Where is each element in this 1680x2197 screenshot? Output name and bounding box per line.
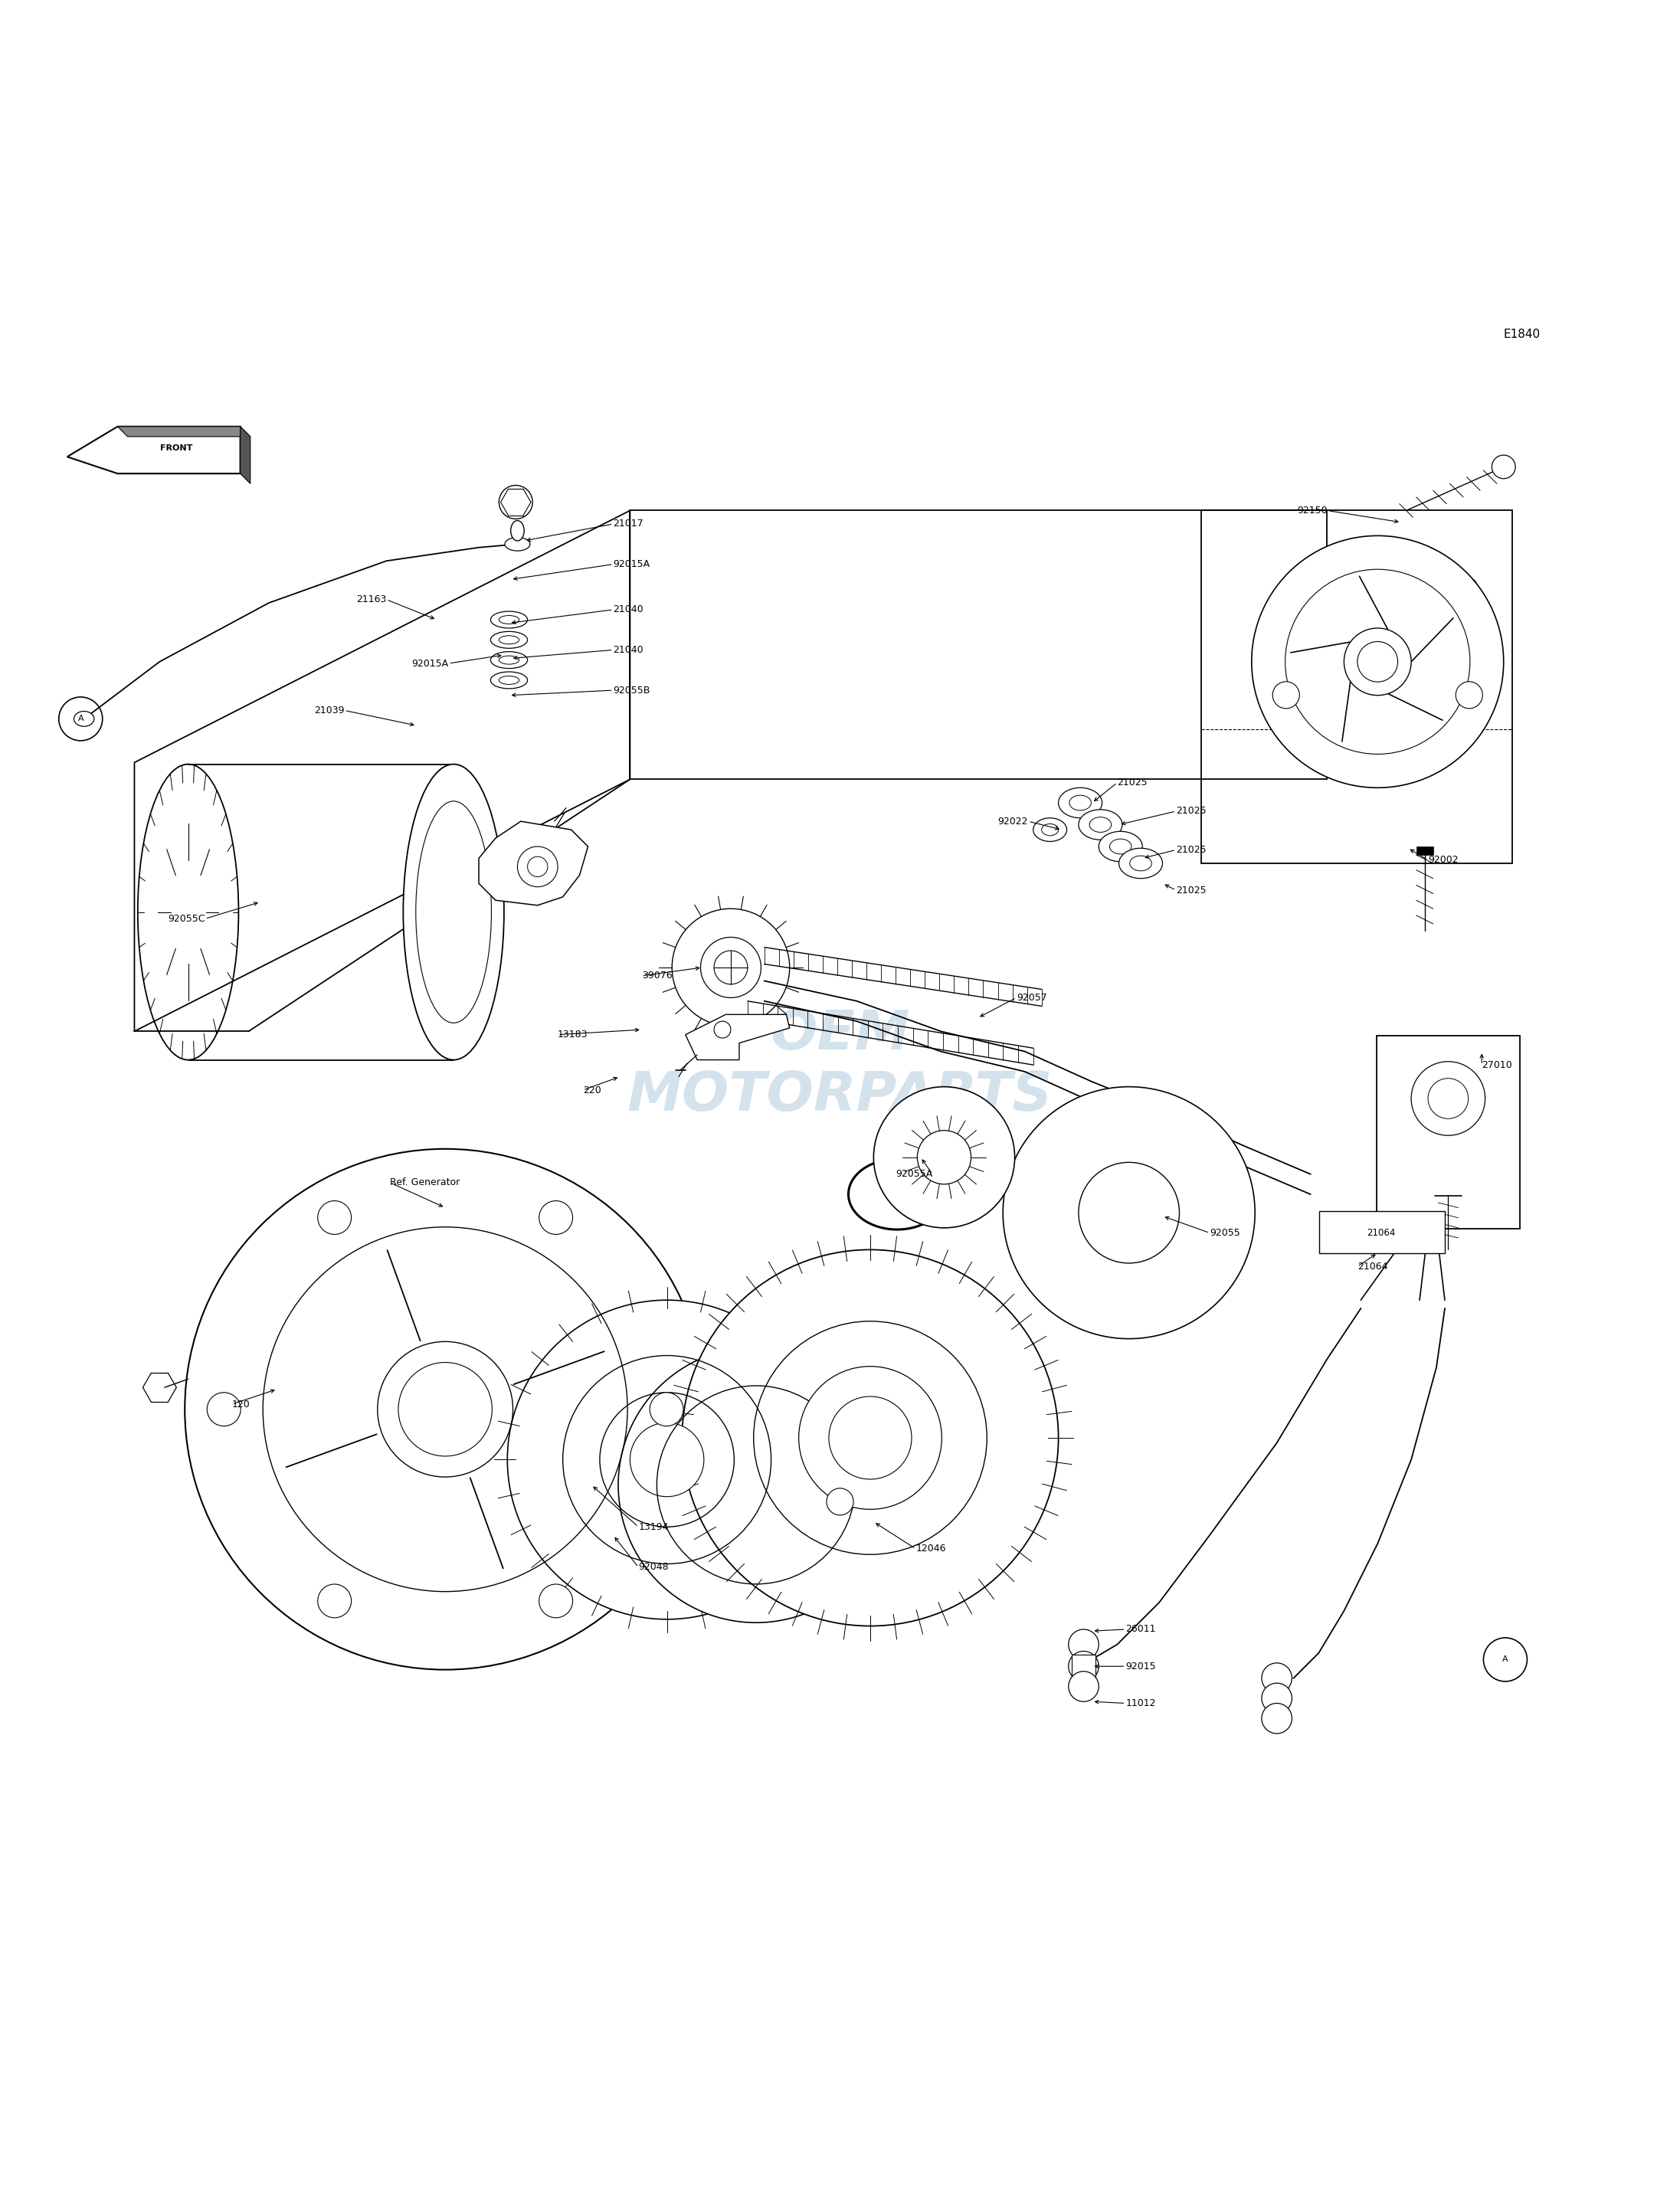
Polygon shape xyxy=(685,1015,790,1059)
Ellipse shape xyxy=(1119,848,1163,879)
Ellipse shape xyxy=(511,521,524,540)
Text: 120: 120 xyxy=(232,1399,250,1408)
Text: 92055B: 92055B xyxy=(613,685,650,694)
Text: Ref. Generator: Ref. Generator xyxy=(390,1178,460,1186)
Text: A: A xyxy=(1502,1657,1509,1663)
Bar xyxy=(1319,1211,1445,1252)
Ellipse shape xyxy=(504,538,529,551)
Text: A: A xyxy=(77,714,84,723)
Ellipse shape xyxy=(491,611,528,628)
Text: 92002: 92002 xyxy=(1428,855,1458,866)
Circle shape xyxy=(1252,536,1504,789)
Ellipse shape xyxy=(403,765,504,1059)
Circle shape xyxy=(207,1393,240,1426)
Circle shape xyxy=(1068,1630,1099,1659)
Text: OEM
MOTORPARTS: OEM MOTORPARTS xyxy=(627,1008,1053,1123)
Text: 21040: 21040 xyxy=(613,604,643,615)
Text: 92015A: 92015A xyxy=(613,560,650,569)
Circle shape xyxy=(827,1487,853,1516)
Text: 21064: 21064 xyxy=(1357,1261,1388,1272)
Circle shape xyxy=(539,1584,573,1617)
Text: 21040: 21040 xyxy=(613,646,643,655)
Polygon shape xyxy=(479,822,588,905)
Text: 21025: 21025 xyxy=(1176,846,1206,855)
Circle shape xyxy=(185,1149,706,1670)
Ellipse shape xyxy=(1058,789,1102,817)
Text: 92055C: 92055C xyxy=(168,914,205,923)
Circle shape xyxy=(917,1131,971,1184)
Text: 21163: 21163 xyxy=(356,595,386,604)
Text: 21025: 21025 xyxy=(1117,778,1147,789)
Text: 92015A: 92015A xyxy=(412,659,449,668)
Polygon shape xyxy=(118,426,250,437)
Ellipse shape xyxy=(1033,817,1067,841)
Circle shape xyxy=(682,1250,1058,1626)
Bar xyxy=(1378,1035,1520,1228)
Circle shape xyxy=(1492,455,1515,479)
Text: 92015: 92015 xyxy=(1126,1661,1156,1672)
Text: 12046: 12046 xyxy=(916,1544,946,1553)
Ellipse shape xyxy=(491,631,528,648)
Text: 21039: 21039 xyxy=(314,705,344,716)
Circle shape xyxy=(1068,1652,1099,1681)
Polygon shape xyxy=(240,426,250,483)
Text: 92055A: 92055A xyxy=(895,1169,932,1180)
Text: 13183: 13183 xyxy=(558,1030,588,1039)
Text: 27010: 27010 xyxy=(1482,1059,1512,1070)
Text: 92055: 92055 xyxy=(1210,1228,1240,1237)
Circle shape xyxy=(398,1362,492,1457)
Circle shape xyxy=(507,1301,827,1619)
Circle shape xyxy=(618,1347,894,1624)
Circle shape xyxy=(650,1393,684,1426)
Circle shape xyxy=(499,486,533,518)
Text: 21064: 21064 xyxy=(1366,1228,1396,1237)
Circle shape xyxy=(528,857,548,877)
Circle shape xyxy=(1344,628,1411,694)
Text: 220: 220 xyxy=(583,1085,601,1094)
Text: 92048: 92048 xyxy=(638,1562,669,1573)
Ellipse shape xyxy=(491,672,528,688)
Text: 21017: 21017 xyxy=(613,518,643,529)
Circle shape xyxy=(798,1367,942,1509)
Text: 11012: 11012 xyxy=(1126,1698,1156,1709)
Ellipse shape xyxy=(1099,830,1142,861)
Circle shape xyxy=(539,1202,573,1235)
Circle shape xyxy=(318,1202,351,1235)
Text: 21025: 21025 xyxy=(1176,806,1206,817)
Circle shape xyxy=(1262,1663,1292,1694)
Circle shape xyxy=(1003,1088,1255,1338)
Circle shape xyxy=(1068,1672,1099,1703)
Polygon shape xyxy=(67,426,240,475)
Circle shape xyxy=(874,1088,1015,1228)
Text: FRONT: FRONT xyxy=(160,444,193,453)
Text: 92150: 92150 xyxy=(1297,505,1327,516)
Circle shape xyxy=(318,1584,351,1617)
Circle shape xyxy=(701,938,761,997)
Ellipse shape xyxy=(1079,808,1122,839)
Text: 26011: 26011 xyxy=(1126,1624,1156,1635)
Text: 92057: 92057 xyxy=(1016,993,1047,1002)
Polygon shape xyxy=(1072,1654,1095,1679)
Polygon shape xyxy=(1416,846,1433,855)
Circle shape xyxy=(1079,1162,1179,1263)
Text: 92022: 92022 xyxy=(998,817,1028,826)
Text: 21025: 21025 xyxy=(1176,885,1206,894)
Circle shape xyxy=(630,1424,704,1496)
Polygon shape xyxy=(1268,547,1500,762)
Circle shape xyxy=(1411,1061,1485,1136)
Ellipse shape xyxy=(74,712,94,727)
Ellipse shape xyxy=(848,1160,946,1230)
Text: 13194: 13194 xyxy=(638,1523,669,1531)
Circle shape xyxy=(1457,681,1483,707)
Circle shape xyxy=(1262,1703,1292,1733)
Text: 39076: 39076 xyxy=(642,971,672,980)
Circle shape xyxy=(1272,681,1299,707)
Ellipse shape xyxy=(491,653,528,668)
Circle shape xyxy=(1262,1683,1292,1714)
Text: E1840: E1840 xyxy=(1504,327,1541,341)
